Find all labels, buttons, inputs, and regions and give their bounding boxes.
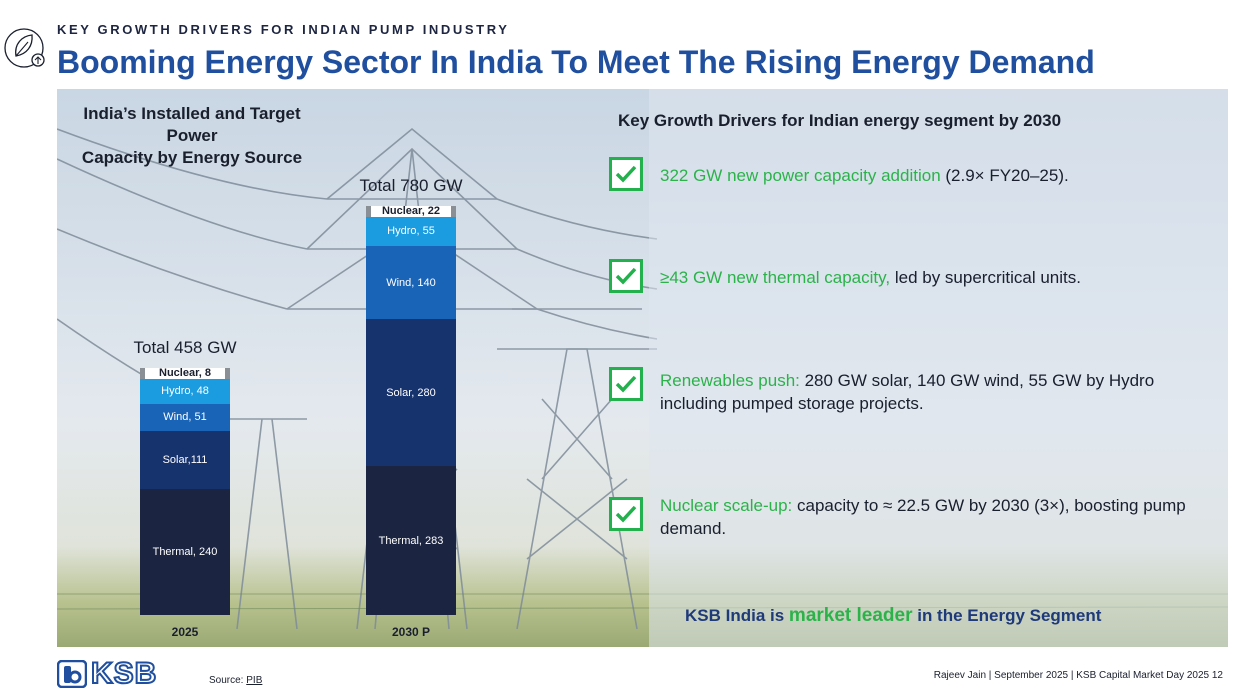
- driver-highlight: ≥43 GW new thermal capacity,: [660, 268, 891, 287]
- driver-item-1: 322 GW new power capacity addition (2.9×…: [660, 164, 1220, 187]
- bar-segment-wind: Wind, 140: [366, 245, 456, 320]
- chart-title-line2: Capacity by Energy Source: [81, 148, 303, 167]
- x-axis-tick-label: 2030 P: [391, 625, 431, 639]
- bar-2030p: Thermal, 283 Solar, 280 Wind, 140 Hydro, 55…: [366, 206, 456, 615]
- driver-item-3: Renewables push: 280 GW solar, 140 GW wi…: [660, 369, 1220, 415]
- leader-highlight: market leader: [788, 605, 913, 626]
- ksb-logo: KSB: [57, 657, 158, 690]
- bar-segment-thermal: Thermal, 283: [366, 466, 456, 615]
- ksb-logo-mark: [57, 660, 87, 688]
- bar-segment-wind: Wind, 51: [140, 403, 230, 431]
- market-leader-statement: KSB India is market leader in the Energy…: [685, 605, 1101, 627]
- source-note: Source: PIB: [209, 675, 262, 686]
- bar-segment-nuclear: Nuclear, 8: [140, 367, 230, 379]
- checkmark-icon: [609, 259, 643, 293]
- footer-info: Rajeev Jain | September 2025 | KSB Capit…: [933, 670, 1223, 681]
- bar-total-label: Total 780 GW: [359, 176, 463, 196]
- driver-highlight: 322 GW new power capacity addition: [660, 166, 941, 185]
- leader-prefix: KSB India is: [685, 606, 789, 625]
- slide-title: Booming Energy Sector In India To Meet T…: [57, 44, 1095, 80]
- leaf-icon: [2, 26, 50, 72]
- drivers-title: Key Growth Drivers for Indian energy seg…: [618, 111, 1062, 130]
- driver-text: led by supercritical units.: [890, 268, 1081, 287]
- source-link[interactable]: PIB: [246, 675, 263, 686]
- driver-text: 280 GW solar, 140 GW wind, 55 GW by Hydr…: [660, 371, 1155, 413]
- driver-text: (2.9× FY20–25).: [940, 166, 1069, 185]
- x-axis-tick-label: 2025: [171, 625, 199, 639]
- bar-segment-solar: Solar, 280: [366, 319, 456, 467]
- driver-text: capacity to ≈ 22.5 GW by 2030 (3×), boos…: [660, 496, 1186, 538]
- slide-kicker: KEY GROWTH DRIVERS FOR INDIAN PUMP INDUS…: [57, 22, 510, 37]
- checkmark-icon: [609, 157, 643, 191]
- leader-suffix: in the Energy Segment: [912, 606, 1102, 625]
- bar-2025: Thermal, 240 Solar,111 Wind, 51 Hydro, 48 Nu…: [140, 367, 230, 615]
- bar-segment-hydro: Hydro, 55: [366, 217, 456, 246]
- chart-title-line1: India’s Installed and Target Power: [83, 104, 301, 145]
- checkmark-icon: [609, 367, 643, 401]
- checkmark-icon: [609, 497, 643, 531]
- driver-item-4: Nuclear scale-up: capacity to ≈ 22.5 GW …: [660, 494, 1220, 540]
- driver-highlight: Nuclear scale-up:: [660, 496, 793, 515]
- bar-total-label: Total 458 GW: [133, 337, 237, 357]
- ksb-logo-text: KSB: [90, 657, 158, 690]
- chart-title: India’s Installed and Target Power Capac…: [57, 103, 327, 169]
- source-label: Source:: [209, 675, 247, 686]
- background-photo-panel: India’s Installed and Target Power Capac…: [57, 89, 1228, 647]
- bar-segment-thermal: Thermal, 240: [140, 489, 230, 615]
- nuclear-data-label: Nuclear, 22: [371, 206, 451, 218]
- bar-segment-nuclear: Nuclear, 22: [366, 206, 456, 218]
- drivers-panel-overlay: [649, 89, 1228, 647]
- driver-highlight: Renewables push:: [660, 371, 800, 390]
- stacked-bar-chart: Thermal, 240 Solar,111 Wind, 51 Hydro, 48 Nu…: [57, 89, 617, 647]
- bar-segment-hydro: Hydro, 48: [140, 378, 230, 404]
- nuclear-data-label: Nuclear, 8: [145, 367, 225, 379]
- driver-item-2: ≥43 GW new thermal capacity, led by supe…: [660, 266, 1220, 289]
- bar-segment-solar: Solar,111: [140, 430, 230, 489]
